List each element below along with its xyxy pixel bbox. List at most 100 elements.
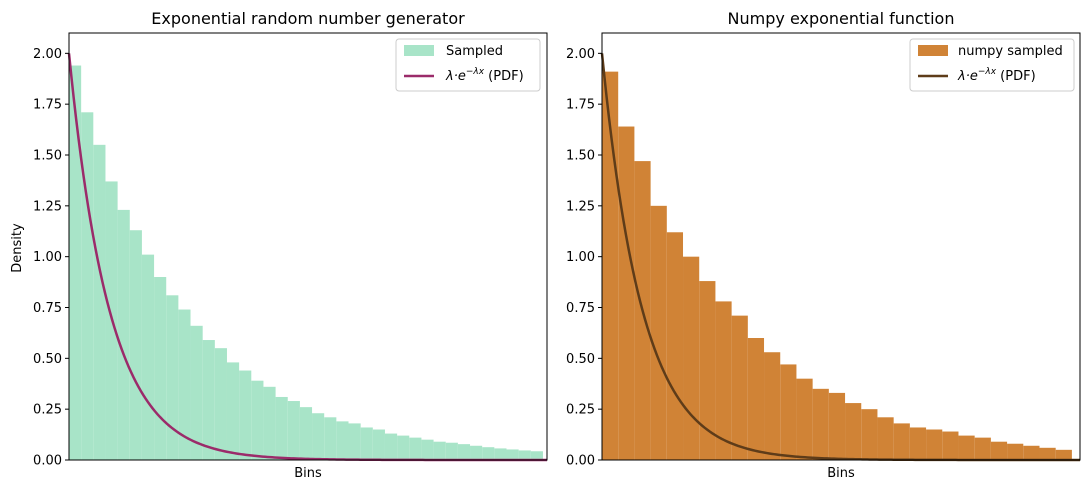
histogram-bar <box>166 295 179 460</box>
y-tick-label: 0.50 <box>566 352 595 367</box>
histogram-bar <box>666 232 684 460</box>
histogram-bar <box>618 126 635 460</box>
histogram-bar <box>445 442 458 460</box>
histogram-bar <box>877 417 894 460</box>
histogram-bar <box>275 396 288 460</box>
y-tick-label: 2.00 <box>566 47 595 62</box>
legend-frame <box>909 38 1075 92</box>
chart-left-title: Exponential random number generator <box>151 9 465 28</box>
chart-right-xlabel: Bins <box>827 466 855 481</box>
histogram-bar <box>683 256 700 460</box>
chart-left: Exponential random number generator 0.00… <box>10 9 548 481</box>
histogram-bar <box>1023 445 1040 460</box>
histogram-bar <box>506 449 519 460</box>
chart-right: Numpy exponential function 0.000.250.500… <box>566 9 1081 481</box>
histogram-bar <box>397 435 410 460</box>
histogram-bar <box>190 325 203 460</box>
histogram-bar <box>299 407 313 460</box>
histogram-bar <box>409 437 422 460</box>
histogram-bar <box>602 71 619 460</box>
legend-swatch-numpy-sampled <box>918 45 948 56</box>
histogram-bar <box>457 444 471 460</box>
histogram-bar <box>141 254 155 460</box>
y-tick-label: 0.75 <box>566 301 595 316</box>
histogram-bar <box>1039 447 1056 460</box>
histogram-bar <box>926 429 943 460</box>
histogram-bar <box>942 431 959 460</box>
histogram-bar <box>828 392 846 460</box>
histogram-bar <box>530 451 543 460</box>
histogram-bar <box>650 205 667 460</box>
y-tick-label: 1.25 <box>33 199 62 214</box>
histogram-bar <box>518 450 531 460</box>
histogram-bar <box>812 388 829 460</box>
histogram-bar <box>372 429 385 460</box>
histogram-bar <box>214 348 227 460</box>
histogram-bar <box>69 65 82 460</box>
histogram-bar <box>421 439 434 460</box>
histogram-bar <box>93 144 106 460</box>
histogram-bar <box>154 277 167 460</box>
chart-right-legend: numpy sampled λ·e−λx (PDF) <box>909 38 1075 92</box>
histogram-bar <box>287 401 300 460</box>
chart-left-legend: Sampled λ·e−λx (PDF) <box>395 38 541 92</box>
y-tick-label: 0.50 <box>33 352 62 367</box>
axes-frame <box>68 32 548 461</box>
y-tick-label: 0.25 <box>33 403 62 418</box>
histogram-bar <box>974 437 991 460</box>
legend-label-pdf: λ·e−λx (PDF) <box>445 67 524 84</box>
y-tick-label: 1.50 <box>33 149 62 164</box>
y-tick-label: 1.75 <box>33 98 62 113</box>
y-tick-label: 1.75 <box>566 98 595 113</box>
legend-label-pdf: λ·e−λx (PDF) <box>957 67 1036 84</box>
axes-frame <box>601 32 1081 461</box>
legend-label-numpy-sampled: numpy sampled <box>958 44 1063 59</box>
histogram-bar <box>861 409 878 460</box>
chart-left-ylabel: Density <box>10 223 25 273</box>
histogram-bar <box>178 309 191 460</box>
y-tick-label: 0.00 <box>33 454 62 469</box>
y-tick-label: 2.00 <box>33 47 62 62</box>
histogram-bar <box>202 340 215 460</box>
histogram-bar <box>1055 449 1072 460</box>
histogram-bar <box>348 423 361 460</box>
histogram-bar <box>336 421 349 460</box>
histogram-bar <box>909 427 927 460</box>
histogram-bar <box>845 403 862 460</box>
legend-swatch-sampled <box>404 45 434 56</box>
histogram-bar <box>324 417 337 460</box>
histogram-bar <box>764 352 781 460</box>
y-tick-label: 1.00 <box>566 250 595 265</box>
histogram-bar <box>251 380 264 460</box>
chart-right-title: Numpy exponential function <box>728 9 955 28</box>
histogram-bar <box>117 209 130 460</box>
histogram-bar <box>715 301 732 460</box>
histogram-bar <box>893 423 910 460</box>
histogram-bar <box>796 378 813 460</box>
histogram-bar <box>226 362 240 460</box>
legend-label-sampled: Sampled <box>446 44 503 59</box>
histogram-bar <box>482 447 495 460</box>
histogram-bar <box>780 364 797 460</box>
histogram-bar <box>384 433 398 460</box>
y-tick-label: 0.25 <box>566 403 595 418</box>
histogram-bar <box>433 441 446 460</box>
histogram-bar <box>731 315 748 460</box>
histogram-bar <box>990 441 1008 460</box>
chart-left-xlabel: Bins <box>294 466 322 481</box>
histogram-bar <box>699 281 716 460</box>
histogram-bar <box>470 445 483 460</box>
y-tick-label: 1.00 <box>33 250 62 265</box>
chart-left-plot-area: 0.00 0.25 0.50 0.75 1.00 1.25 1.50 1.75 2.00 <box>33 32 548 469</box>
histogram-bar <box>312 413 325 460</box>
histogram-bar <box>360 427 373 460</box>
histogram-bar <box>129 230 142 460</box>
y-tick-label: 1.25 <box>566 199 595 214</box>
y-tick-label: 0.75 <box>33 301 62 316</box>
histogram-bar <box>81 112 94 461</box>
histogram-bar <box>747 338 765 460</box>
histogram-bar <box>494 448 507 460</box>
histogram-bar <box>958 435 975 460</box>
y-tick-label: 1.50 <box>566 149 595 164</box>
